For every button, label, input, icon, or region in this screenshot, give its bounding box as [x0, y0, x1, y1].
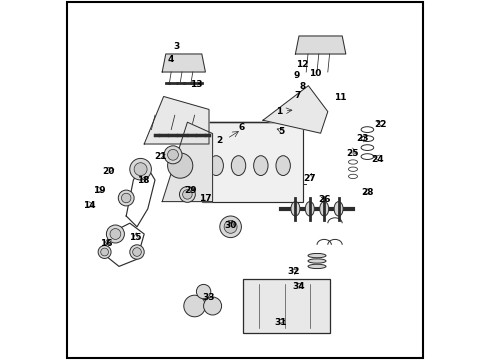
Text: 17: 17: [199, 194, 212, 202]
Ellipse shape: [308, 259, 326, 263]
Text: 3: 3: [173, 42, 180, 51]
Text: 11: 11: [334, 93, 346, 102]
Polygon shape: [144, 96, 209, 144]
Circle shape: [101, 248, 108, 256]
Text: 30: 30: [224, 220, 237, 230]
Circle shape: [106, 225, 124, 243]
Text: 2: 2: [217, 136, 223, 145]
Text: 32: 32: [287, 267, 300, 276]
FancyBboxPatch shape: [202, 122, 303, 202]
Text: 10: 10: [309, 69, 321, 78]
Text: 13: 13: [190, 80, 203, 89]
Circle shape: [134, 163, 147, 176]
Text: 4: 4: [168, 55, 174, 64]
Text: 21: 21: [154, 152, 167, 161]
Ellipse shape: [305, 202, 314, 216]
Circle shape: [168, 149, 178, 160]
Circle shape: [179, 186, 196, 202]
Circle shape: [110, 229, 121, 239]
Circle shape: [130, 158, 151, 180]
Circle shape: [98, 246, 111, 258]
Ellipse shape: [334, 202, 343, 216]
Text: 15: 15: [129, 233, 142, 242]
Text: 34: 34: [292, 282, 305, 291]
Ellipse shape: [308, 264, 326, 269]
Circle shape: [130, 245, 144, 259]
Ellipse shape: [308, 253, 326, 258]
Text: 5: 5: [278, 127, 284, 136]
Text: 31: 31: [274, 318, 287, 327]
Circle shape: [220, 216, 242, 238]
Text: 16: 16: [100, 239, 113, 248]
Circle shape: [164, 146, 182, 164]
Circle shape: [118, 190, 134, 206]
Text: 6: 6: [238, 123, 245, 132]
Text: 25: 25: [346, 149, 359, 158]
Polygon shape: [162, 54, 205, 72]
Polygon shape: [263, 86, 328, 133]
Circle shape: [204, 297, 221, 315]
Circle shape: [184, 295, 205, 317]
Circle shape: [224, 220, 237, 233]
Text: 18: 18: [137, 176, 150, 185]
Circle shape: [183, 190, 192, 199]
Ellipse shape: [254, 156, 268, 176]
Ellipse shape: [319, 202, 329, 216]
Text: 9: 9: [294, 71, 300, 80]
Text: 28: 28: [361, 188, 374, 197]
Ellipse shape: [276, 156, 291, 176]
Text: 14: 14: [83, 201, 96, 210]
Text: 33: 33: [203, 292, 215, 302]
Text: 7: 7: [294, 91, 301, 100]
Text: 1: 1: [276, 107, 282, 116]
Text: 24: 24: [371, 155, 384, 163]
Text: 27: 27: [303, 174, 316, 183]
Text: 23: 23: [356, 134, 368, 143]
Circle shape: [196, 284, 211, 299]
Text: 22: 22: [374, 120, 386, 129]
Text: 12: 12: [296, 60, 309, 69]
Text: 19: 19: [93, 186, 105, 195]
Text: 20: 20: [103, 166, 115, 176]
Polygon shape: [295, 36, 346, 54]
Ellipse shape: [231, 156, 245, 176]
Text: 29: 29: [184, 186, 196, 195]
Text: 26: 26: [318, 194, 330, 204]
Text: 8: 8: [299, 82, 306, 91]
Polygon shape: [162, 122, 213, 202]
Ellipse shape: [209, 156, 223, 176]
FancyBboxPatch shape: [243, 279, 330, 333]
Circle shape: [122, 193, 131, 203]
Ellipse shape: [291, 202, 300, 216]
Circle shape: [168, 153, 193, 178]
Circle shape: [133, 248, 141, 256]
